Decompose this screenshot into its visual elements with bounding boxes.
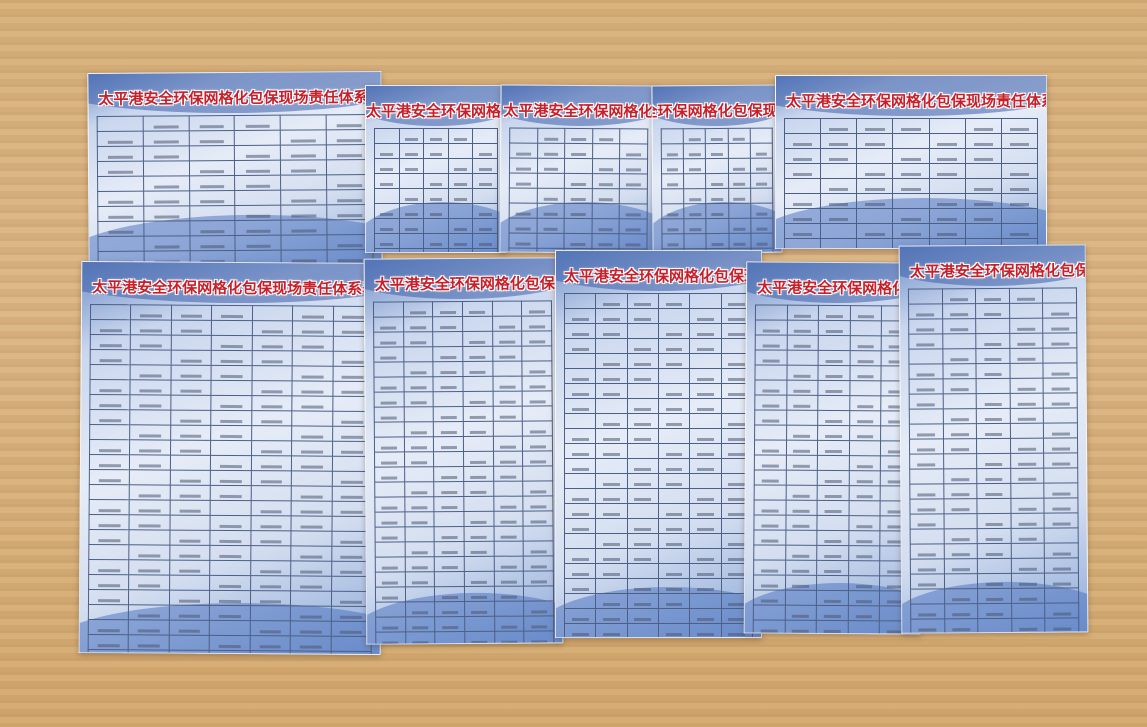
poster-title: 太平港安全环保网格化包保现场责任体系表 bbox=[98, 87, 383, 108]
responsibility-table bbox=[908, 287, 1080, 634]
poster-title: 太平港安全环保网格化包保现场责任体系表 bbox=[92, 278, 378, 299]
responsibility-table bbox=[508, 128, 648, 254]
poster-7: 太平港安全环保网格化包保现场责任体系表 bbox=[363, 257, 564, 645]
poster-8: 太平港安全环保网格化包保现场责任体系表 bbox=[555, 250, 762, 638]
responsibility-table bbox=[752, 304, 914, 635]
poster-10: 太平港安全环保网格化包保现场责任体系表 bbox=[898, 244, 1089, 634]
poster-title: 太平港安全环保网格化包保现场责任体系表 bbox=[366, 102, 506, 120]
poster-3: 太平港安全环保网格化包保现场责任体系表 bbox=[499, 84, 658, 254]
responsibility-table bbox=[661, 128, 774, 254]
poster-6: 太平港安全环保网格化包保现场责任体系表 bbox=[78, 260, 384, 656]
poster-title: 太平港安全环保网格化包保现场责任体系表 bbox=[503, 101, 658, 122]
poster-9: 太平港安全环保网格化包保现场责任体系表 bbox=[743, 261, 924, 635]
poster-1: 太平港安全环保网格化包保现场责任体系表 bbox=[87, 70, 383, 268]
poster-5: 太平港安全环保网格化包保现场责任体系表 bbox=[775, 75, 1047, 249]
poster-2: 太平港安全环保网格化包保现场责任体系表 bbox=[365, 85, 507, 253]
responsibility-table bbox=[373, 300, 555, 645]
poster-title: 太平港安全环保网格化包保现场责任体系表 bbox=[651, 100, 783, 121]
poster-title: 太平港安全环保网格化包保现场责任体系表 bbox=[374, 273, 564, 294]
poster-title: 太平港安全环保网格化包保现场责任体系表 bbox=[786, 92, 1047, 110]
responsibility-table bbox=[563, 293, 754, 637]
responsibility-table bbox=[374, 128, 498, 252]
responsibility-table bbox=[97, 114, 374, 268]
poster-4: 太平港安全环保网格化包保现场责任体系表 bbox=[651, 84, 783, 254]
responsibility-table bbox=[783, 118, 1039, 248]
poster-title: 太平港安全环保网格化包保现场责任体系表 bbox=[564, 267, 761, 285]
responsibility-table bbox=[87, 304, 374, 656]
poster-title: 太平港安全环保网格化包保现场责任体系表 bbox=[909, 260, 1089, 281]
